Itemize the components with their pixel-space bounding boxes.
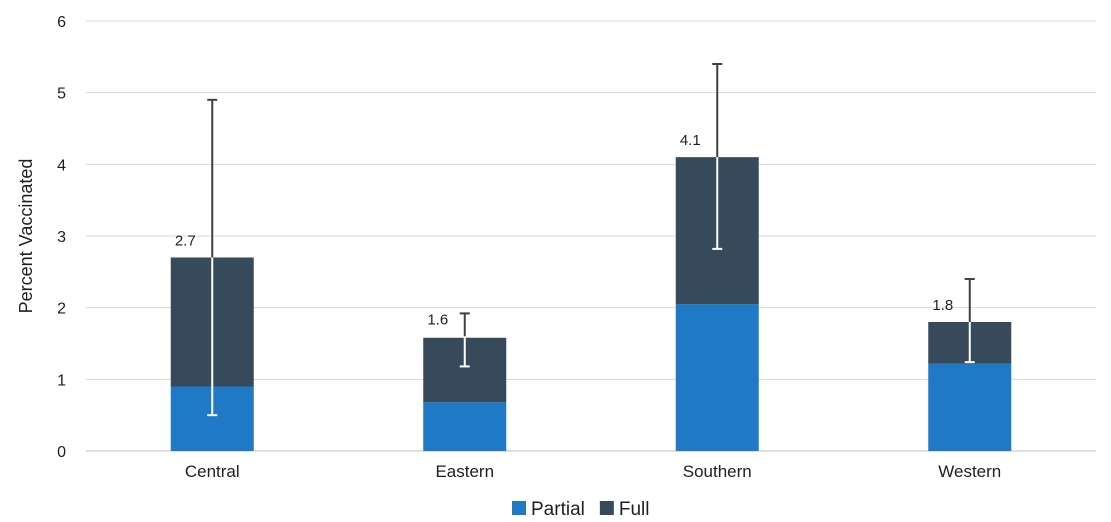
gridlines <box>86 20 1096 452</box>
bar-partial-eastern <box>423 402 507 451</box>
y-tick-label: 4 <box>57 157 66 174</box>
bars <box>170 157 1012 451</box>
y-tick-label: 0 <box>57 444 66 461</box>
bar-partial-western <box>928 363 1012 451</box>
x-axis-category-labels: Central Eastern Southern Western <box>185 462 1001 481</box>
legend-swatch-full <box>599 501 614 515</box>
y-tick-label: 3 <box>57 229 66 246</box>
bar-partial-southern <box>675 304 759 451</box>
category-label-central: Central <box>185 462 240 481</box>
y-tick-label: 5 <box>57 86 66 103</box>
legend-label-partial: Partial <box>531 499 585 520</box>
category-label-eastern: Eastern <box>435 462 494 481</box>
legend-label-full: Full <box>619 499 650 520</box>
error-bars <box>207 63 975 417</box>
y-tick-label: 1 <box>57 372 66 389</box>
data-labels: 2.7 1.6 4.1 1.8 <box>175 132 953 328</box>
total-label-central: 2.7 <box>175 233 196 250</box>
total-label-southern: 4.1 <box>680 132 701 149</box>
error-bar-western <box>964 278 975 364</box>
error-bar-eastern <box>459 312 470 368</box>
y-axis-tick-labels: 0 1 2 3 4 5 6 <box>57 14 66 461</box>
category-label-western: Western <box>938 462 1001 481</box>
total-label-eastern: 1.6 <box>427 311 448 328</box>
y-tick-label: 2 <box>57 301 66 318</box>
legend-item-partial: Partial <box>512 499 585 520</box>
legend: Partial Full <box>512 499 649 520</box>
error-bar-central <box>207 98 218 417</box>
error-bar-southern <box>712 63 723 250</box>
total-label-western: 1.8 <box>932 297 953 314</box>
legend-item-full: Full <box>599 499 650 520</box>
category-label-southern: Southern <box>683 462 752 481</box>
y-tick-label: 6 <box>57 14 66 31</box>
legend-swatch-partial <box>512 501 526 515</box>
y-axis-title: Percent Vaccinated <box>16 159 36 314</box>
